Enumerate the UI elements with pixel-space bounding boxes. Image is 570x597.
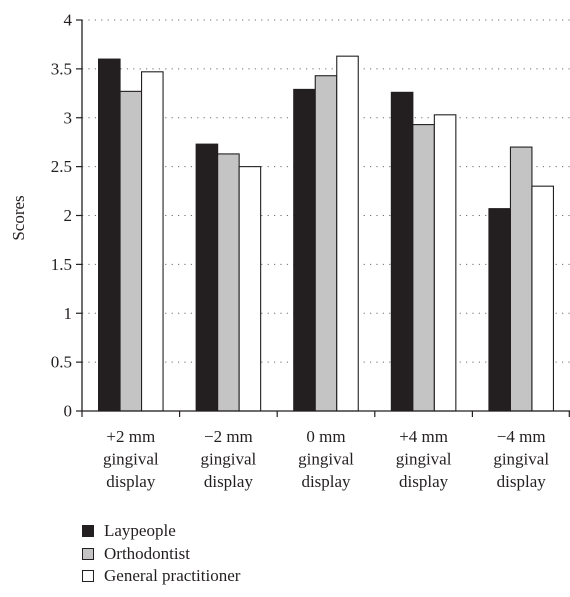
x-tick-label-3: +4 mm gingival display [396, 427, 452, 491]
legend-label-orthodontist: Orthodontist [104, 543, 190, 563]
y-tick-label-5: 2.5 [51, 157, 72, 176]
y-tick-label-8: 4 [64, 11, 73, 30]
x-tick-label-0-line-2: display [106, 472, 156, 491]
x-tick-label-3-line-2: display [399, 472, 449, 491]
x-tick-label-4-line-1: gingival [493, 450, 549, 469]
bar-orthodontist-3 [412, 124, 435, 412]
bar-laypeople-0 [98, 58, 121, 412]
x-tick-label-0-line-0: +2 mm [106, 427, 155, 446]
x-tick-label-2: 0 mm gingival display [298, 427, 354, 491]
x-tick-label-4-line-0: −4 mm [497, 427, 546, 446]
y-tick-label-7: 3.5 [51, 59, 72, 78]
bar-orthodontist-4 [509, 146, 533, 412]
legend-swatch-orthodontist [82, 547, 94, 560]
y-tick-label-1: 0.5 [51, 353, 72, 372]
x-tick-label-0: +2 mm gingival display [103, 427, 159, 491]
x-tick-label-2-line-2: display [301, 472, 351, 491]
x-tick-label-1-line-0: −2 mm [204, 427, 253, 446]
bar-laypeople-3 [390, 91, 414, 412]
bar-general-practitioner-0 [141, 71, 164, 412]
bar-orthodontist-2 [314, 75, 338, 412]
y-tick-label-4: 2 [64, 206, 73, 225]
x-tick-label-3-line-1: gingival [396, 450, 452, 469]
legend-item-orthodontist: Orthodontist [82, 543, 240, 566]
tick-labels: 00.511.522.533.54+2 mm gingival display−2 … [51, 11, 550, 492]
x-tick-label-3-line-0: +4 mm [399, 427, 448, 446]
legend-item-laypeople: Laypeople [82, 520, 240, 543]
bar-general-practitioner-2 [336, 55, 359, 412]
bar-general-practitioner-4 [531, 185, 555, 412]
bar-laypeople-2 [293, 88, 316, 412]
y-axis-label: Scores [9, 195, 28, 240]
bar-general-practitioner-3 [433, 114, 457, 412]
axes [76, 19, 570, 417]
y-tick-label-0: 0 [64, 402, 73, 421]
y-tick-label-2: 1 [64, 304, 73, 323]
legend-swatch-laypeople [82, 525, 94, 538]
bar-laypeople-4 [488, 208, 512, 412]
x-tick-label-1-line-1: gingival [201, 450, 257, 469]
x-tick-label-2-line-1: gingival [298, 450, 354, 469]
legend-item-general-practitioner: General practitioner [82, 565, 240, 588]
legend-label-general-practitioner: General practitioner [104, 566, 241, 585]
bar-laypeople-1 [195, 143, 219, 412]
x-tick-label-4-line-2: display [497, 472, 547, 491]
legend-swatch-general-practitioner [82, 570, 94, 583]
bars [98, 55, 555, 412]
y-tick-label-3: 1.5 [51, 255, 72, 274]
x-tick-label-0-line-1: gingival [103, 450, 159, 469]
x-tick-label-1-line-2: display [204, 472, 254, 491]
legend: Laypeople Orthodontist General practitio… [82, 520, 240, 588]
y-tick-label-6: 3 [64, 108, 73, 127]
bar-orthodontist-1 [217, 153, 240, 412]
x-tick-label-1: −2 mm gingival display [201, 427, 257, 491]
legend-label-laypeople: Laypeople [104, 521, 176, 540]
x-tick-label-2-line-0: 0 mm [306, 427, 345, 446]
bar-chart: 00.511.522.533.54+2 mm gingival display−2 … [9, 11, 570, 492]
x-tick-label-4: −4 mm gingival display [493, 427, 549, 491]
bar-orthodontist-0 [119, 90, 143, 412]
bar-general-practitioner-1 [238, 166, 262, 412]
